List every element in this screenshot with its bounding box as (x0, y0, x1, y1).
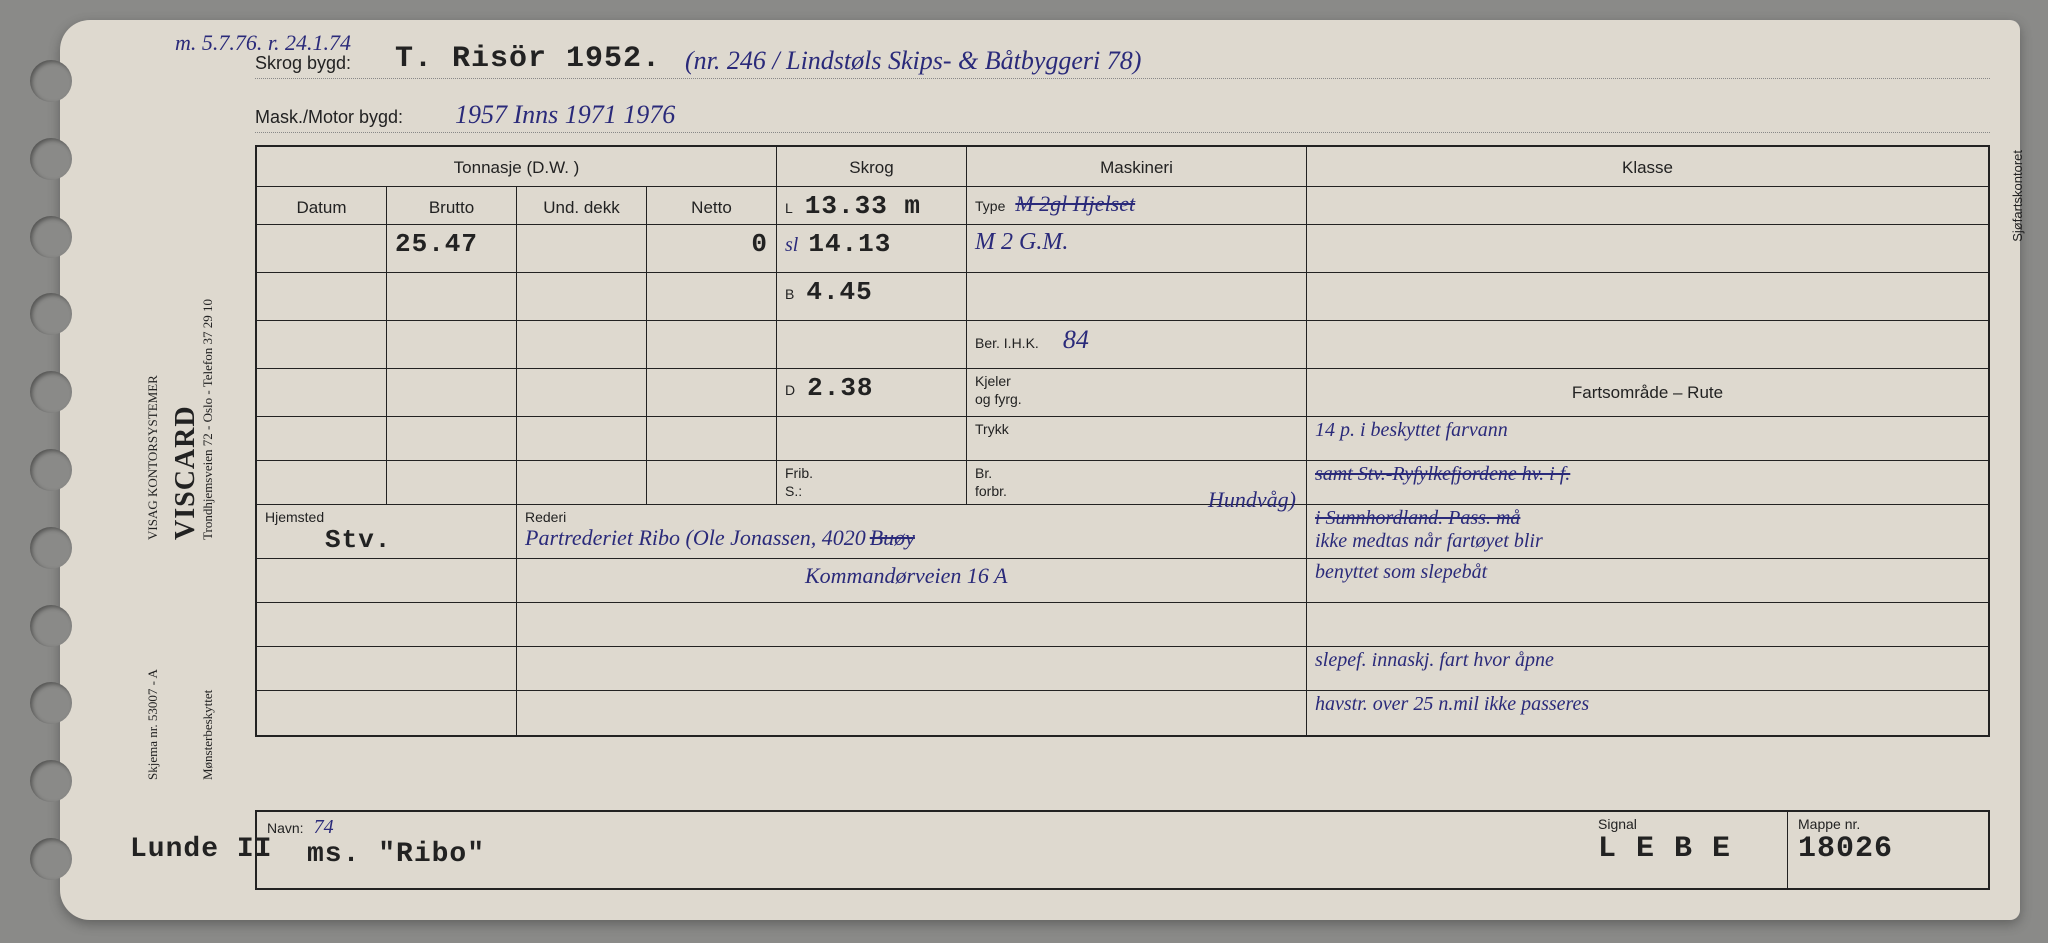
skrog-bygd-typed: T. Risör 1952. (395, 42, 661, 76)
motor-bygd-hand: 1957 Inns 1971 1976 (455, 100, 675, 130)
rederi-line1: Partrederiet Ribo (Ole Jonassen, 4020 (525, 525, 866, 550)
navn-typed: ms. "Ribo" (307, 839, 485, 870)
motor-bygd-label: Mask./Motor bygd: (255, 107, 403, 128)
navn-hand: 74 (314, 816, 334, 838)
extra-line2: havstr. over 25 n.mil ikke passeres (1315, 693, 1589, 715)
visag-text: VISAG KONTORSYSTEMER (145, 375, 161, 540)
hole (30, 371, 72, 413)
hole (30, 682, 72, 724)
hjemsted-label: Hjemsted (265, 509, 508, 525)
hole (30, 60, 72, 102)
addr-text: Trondhjemsveien 72 - Oslo - Telefon 37 2… (200, 299, 216, 540)
klasse-line3: i Sunnhordland. Pass. må (1315, 507, 1980, 530)
klasse-line4: ikke medtas når fartøyet blir (1315, 530, 1543, 552)
motor-bygd-row: Mask./Motor bygd: 1957 Inns 1971 1976 (255, 89, 1990, 133)
ber-label: Ber. I.H.K. (975, 335, 1039, 351)
brutto-header: Brutto (387, 187, 517, 229)
kjeler-label: Kjeler og fyrg. (975, 373, 1022, 407)
klasse-line1: 14 p. i beskyttet farvann (1315, 419, 1508, 441)
unddekk-header: Und. dekk (517, 187, 647, 229)
content-area: m. 5.7.76. r. 24.1.74 Skrog bygd: T. Ris… (255, 35, 1990, 890)
type-new: M 2 G.M. (975, 229, 1068, 255)
signal-cell: Signal L E B E (1588, 812, 1788, 888)
L-value: 13.33 m (805, 191, 921, 221)
maskineri-header: Maskineri (967, 147, 1307, 189)
netto-value: 0 (751, 229, 768, 259)
navn-cell: Navn: 74 ms. "Ribo" (257, 812, 1588, 888)
B-value: 4.45 (806, 277, 872, 307)
left-name: Lunde II (130, 834, 272, 865)
skrog-bygd-row: Skrog bygd: T. Risör 1952. (nr. 246 / Li… (255, 35, 1990, 79)
main-table: Tonnasje (D.W. ) Skrog Maskineri Klasse … (255, 145, 1990, 737)
sl-value: 14.13 (808, 229, 891, 259)
hjemsted-value: Stv. (325, 525, 391, 555)
skrog-bygd-hand: (nr. 246 / Lindstøls Skips- & Båtbyggeri… (685, 46, 1141, 76)
datum-header: Datum (257, 187, 387, 229)
farts-label: Fartsområde – Rute (1307, 369, 1988, 416)
s-label: S.: (785, 483, 802, 499)
klasse-line5: benyttet som slepebåt (1315, 561, 1487, 583)
rederi-line2: Kommandørveien 16 A (805, 563, 1007, 588)
mappe-cell: Mappe nr. 18026 (1788, 812, 1988, 888)
D-value: 2.38 (807, 373, 873, 403)
hole (30, 293, 72, 335)
type-label: Type (975, 198, 1005, 214)
monster-text: Mønsterbeskyttet (200, 690, 216, 780)
brand-text: VISCARD (170, 405, 202, 540)
mappe-label: Mappe nr. (1798, 816, 1978, 832)
brutto-value: 25.47 (395, 229, 478, 259)
br-label: Br. forbr. (975, 465, 1007, 499)
hole (30, 449, 72, 491)
hole (30, 838, 72, 880)
tonnasje-header: Tonnasje (D.W. ) (257, 147, 777, 189)
signal-label: Signal (1598, 816, 1777, 832)
ber-value: 84 (1063, 325, 1089, 354)
sjofart-text: Sjøfartskontoret (2010, 150, 2025, 242)
navn-label: Navn: (267, 820, 304, 836)
signal-value: L E B E (1598, 832, 1731, 866)
rederi-struck: Buøy (870, 525, 915, 550)
rederi-label: Rederi (525, 509, 1298, 525)
netto-header: Netto (647, 187, 777, 229)
skrog-header: Skrog (777, 147, 967, 189)
skrog-bygd-label: Skrog bygd: (255, 53, 351, 74)
klasse-header: Klasse (1307, 147, 1988, 189)
extra-line1: slepef. innaskj. fart hvor åpne (1315, 649, 1554, 671)
hole (30, 605, 72, 647)
trykk-label: Trykk (975, 421, 1009, 437)
klasse-line2: samt Stv.-Ryfylkefjordene hv. i f. (1315, 463, 1570, 485)
mappe-value: 18026 (1798, 832, 1893, 866)
D-label: D (785, 382, 795, 398)
hole (30, 216, 72, 258)
bottom-strip: Navn: 74 ms. "Ribo" Signal L E B E Mappe… (255, 810, 1990, 890)
B-label: B (785, 286, 794, 302)
hole (30, 527, 72, 569)
skjema-text: Skjema nr. 53007 - A (145, 669, 161, 780)
frib-label: Frib. (785, 465, 813, 481)
index-card: Skjema nr. 53007 - A VISAG KONTORSYSTEME… (60, 20, 2020, 920)
rederi-line1b: Hundvåg) (1208, 487, 1296, 513)
L-label: L (785, 200, 793, 216)
left-margin: Skjema nr. 53007 - A VISAG KONTORSYSTEME… (135, 20, 245, 920)
binder-holes (30, 60, 90, 880)
type-struck: M 2gl Hjelset (1015, 191, 1135, 216)
hole (30, 760, 72, 802)
hole (30, 138, 72, 180)
sl-label: sl (785, 234, 798, 256)
